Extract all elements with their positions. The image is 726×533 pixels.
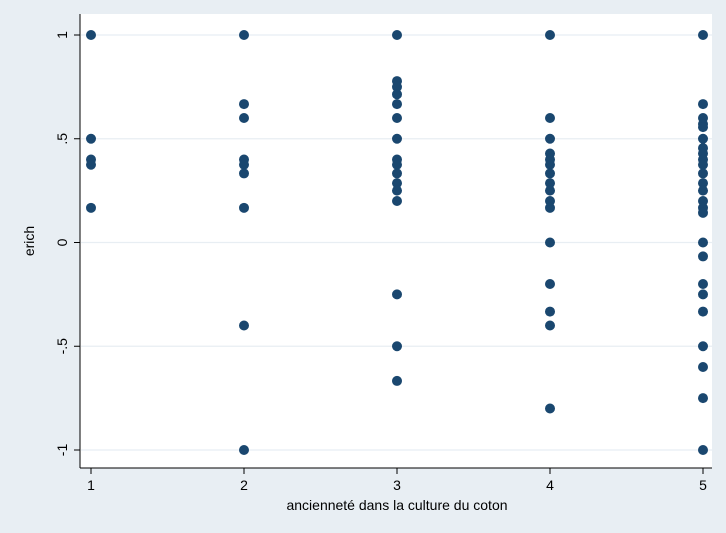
data-point-63: [698, 251, 708, 262]
x-tick-label-1: 2: [240, 477, 248, 493]
data-point-59: [698, 196, 708, 206]
data-point-64: [698, 279, 708, 289]
data-point-29: [392, 375, 402, 386]
data-point-41: [545, 237, 555, 248]
data-point-16: [392, 81, 402, 92]
data-point-26: [392, 196, 402, 206]
y-tick-label-2: 0: [54, 238, 70, 246]
y-tick-label-4: 1: [54, 31, 70, 39]
data-point-10: [239, 168, 249, 179]
data-point-20: [392, 133, 402, 144]
data-point-1: [86, 133, 96, 144]
data-point-55: [698, 159, 708, 170]
data-points: [86, 30, 708, 455]
data-point-67: [698, 341, 708, 352]
data-point-13: [239, 445, 249, 455]
data-point-17: [392, 89, 402, 100]
data-point-43: [545, 306, 555, 317]
data-point-65: [698, 289, 708, 300]
data-point-32: [545, 133, 555, 144]
data-point-44: [545, 320, 555, 331]
data-point-50: [698, 122, 708, 133]
x-axis-ticks: 1 2 3 4 5: [87, 468, 707, 493]
x-axis-title: ancienneté dans la culture du coton: [286, 497, 507, 513]
data-point-42: [545, 279, 555, 289]
data-point-25: [392, 185, 402, 196]
data-point-56: [698, 168, 708, 179]
data-point-39: [545, 196, 555, 206]
y-tick-label-3: .5: [54, 133, 70, 145]
y-tick-label-0: -1: [54, 444, 70, 457]
data-point-28: [392, 341, 402, 352]
data-point-11: [239, 202, 249, 213]
x-tick-label-3: 4: [546, 477, 554, 493]
data-point-40: [545, 202, 555, 213]
x-tick-label-4: 5: [699, 477, 707, 493]
y-axis-ticks: -1 -.5 0 .5 1: [54, 31, 80, 456]
data-point-31: [545, 113, 555, 123]
data-point-19: [392, 113, 402, 123]
data-point-14: [392, 30, 402, 40]
data-point-22: [392, 159, 402, 170]
data-point-35: [545, 159, 555, 170]
data-point-27: [392, 289, 402, 300]
data-point-7: [239, 113, 249, 123]
data-point-12: [239, 320, 249, 331]
data-point-30: [545, 30, 555, 40]
x-tick-label-2: 3: [393, 477, 401, 493]
data-point-6: [239, 99, 249, 110]
data-point-62: [698, 237, 708, 248]
data-point-23: [392, 168, 402, 179]
data-point-5: [239, 30, 249, 40]
data-point-61: [698, 207, 708, 218]
data-point-58: [698, 185, 708, 196]
data-point-0: [86, 30, 96, 40]
y-tick-label-1: -.5: [54, 338, 70, 355]
data-point-51: [698, 133, 708, 144]
data-point-37: [545, 178, 555, 189]
data-point-38: [545, 185, 555, 196]
data-point-47: [698, 99, 708, 110]
data-point-36: [545, 168, 555, 179]
data-point-4: [86, 202, 96, 213]
data-point-70: [698, 445, 708, 455]
data-point-68: [698, 362, 708, 372]
data-point-9: [239, 159, 249, 170]
data-point-46: [698, 30, 708, 40]
data-point-45: [545, 403, 555, 414]
axes: [79, 14, 712, 469]
data-point-69: [698, 393, 708, 404]
data-point-57: [698, 178, 708, 189]
x-tick-label-0: 1: [87, 477, 95, 493]
data-point-24: [392, 178, 402, 189]
y-axis-title: erich: [21, 226, 37, 256]
data-point-3: [86, 159, 96, 170]
gridlines: [81, 34, 712, 451]
data-point-66: [698, 306, 708, 317]
data-point-18: [392, 99, 402, 110]
